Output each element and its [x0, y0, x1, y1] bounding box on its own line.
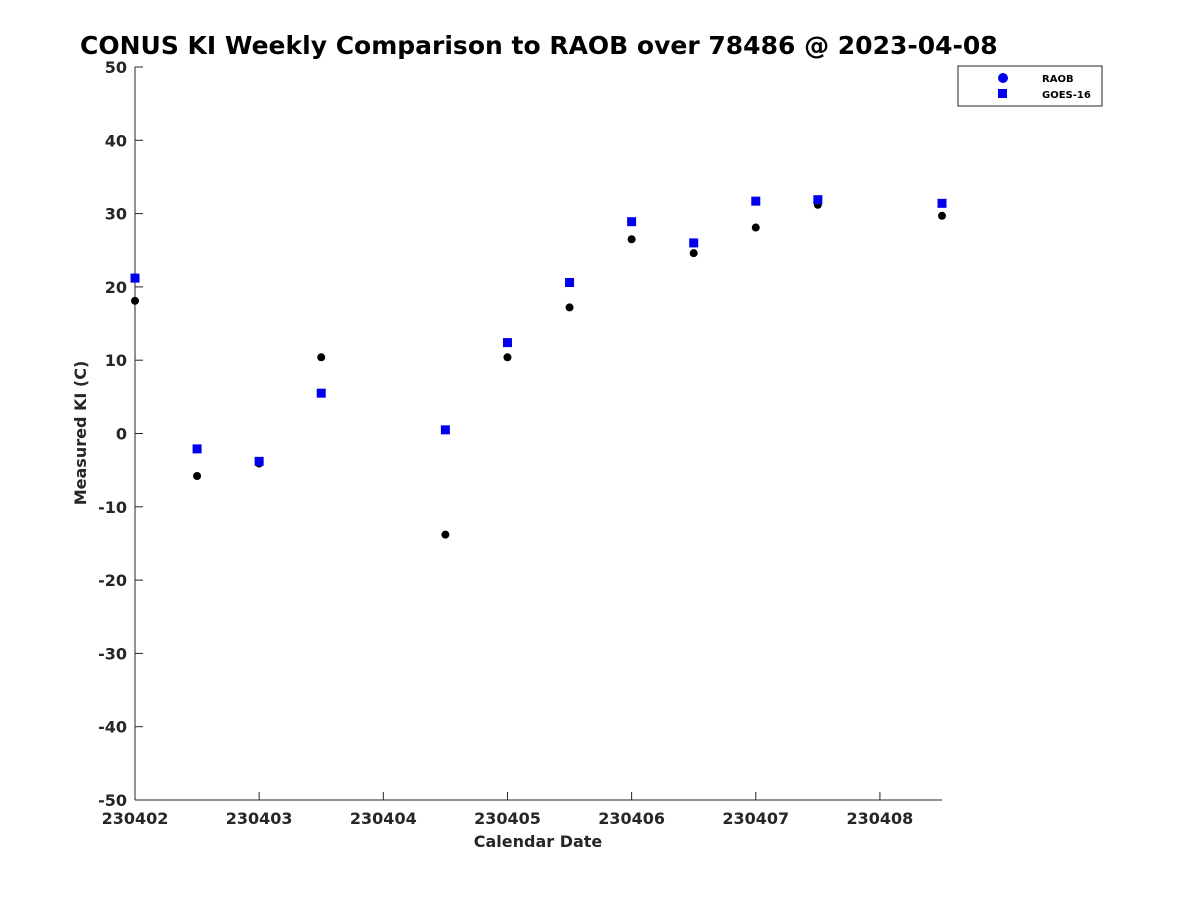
point-raob [441, 530, 450, 539]
x-ticks: 230402 230403 230404 230405 230406 230407 2304… [102, 792, 914, 828]
y-tick-label: -50 [98, 791, 127, 810]
y-tick-label: 30 [105, 205, 127, 224]
point-goes-16 [440, 425, 450, 435]
y-ticks: 50 40 30 20 10 0 -10 -20 -30 -40 -50 [98, 58, 143, 810]
x-axis-label: Calendar Date [474, 832, 603, 851]
point-raob [751, 223, 760, 232]
legend-box [957, 65, 1103, 107]
y-tick-label: 50 [105, 58, 127, 77]
x-tick-label: 230407 [722, 809, 789, 828]
data-points [130, 195, 947, 539]
point-goes-16 [565, 278, 575, 288]
legend-marker-goes-16 [998, 89, 1007, 98]
y-tick-label: -10 [98, 498, 127, 517]
y-tick-label: 20 [105, 278, 127, 297]
point-raob [689, 249, 698, 258]
point-raob [131, 296, 139, 305]
x-tick-label: 230408 [847, 809, 914, 828]
point-goes-16 [130, 273, 140, 283]
y-tick-label: -30 [98, 644, 127, 663]
point-goes-16 [813, 195, 823, 205]
point-raob [193, 472, 202, 481]
point-raob [938, 211, 946, 220]
point-raob [503, 353, 512, 362]
y-axis-label: Measured KI (C) [71, 361, 90, 506]
point-goes-16 [627, 217, 637, 227]
y-tick-label: 0 [116, 425, 127, 444]
point-raob [627, 235, 636, 244]
y-tick-label: -20 [98, 571, 127, 590]
point-goes-16 [316, 388, 326, 398]
legend-label-raob: RAOB [1042, 74, 1074, 85]
x-tick-label: 230403 [226, 809, 293, 828]
x-tick-label: 230405 [474, 809, 541, 828]
x-tick-label: 230402 [102, 809, 169, 828]
x-tick-label: 230404 [350, 809, 417, 828]
y-tick-label: 40 [105, 131, 127, 150]
point-goes-16 [689, 238, 699, 248]
legend-marker-raob [998, 73, 1008, 83]
point-goes-16 [751, 196, 761, 206]
y-tick-label: -40 [98, 718, 127, 737]
chart-title: CONUS KI Weekly Comparison to RAOB over … [80, 31, 998, 60]
x-tick-label: 230406 [598, 809, 665, 828]
legend: RAOB GOES-16 [957, 65, 1103, 107]
legend-label-goes-16: GOES-16 [1042, 90, 1091, 101]
point-goes-16 [937, 198, 947, 208]
y-tick-label: 10 [105, 351, 127, 370]
point-raob [565, 303, 574, 312]
point-goes-16 [192, 444, 202, 454]
axes [134, 67, 942, 801]
point-goes-16 [502, 338, 512, 348]
point-goes-16 [254, 456, 264, 466]
point-raob [317, 353, 326, 362]
